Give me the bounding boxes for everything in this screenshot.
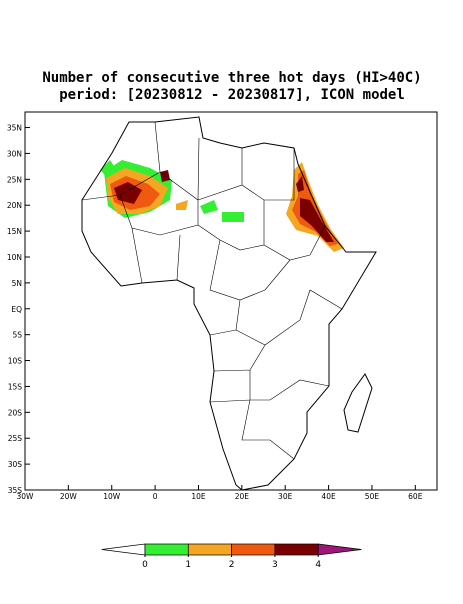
y-tick-label: 20S (8, 408, 23, 417)
madagascar (343, 373, 373, 433)
colorbar-label: 4 (315, 560, 321, 570)
y-tick-label: 35S (8, 486, 23, 495)
y-tick-label: 10N (7, 253, 22, 262)
y-tick-label: 30S (8, 460, 23, 469)
colorbar-label: 0 (142, 560, 148, 570)
colorbar-segment (187, 543, 232, 556)
x-tick-label: 20E (235, 492, 250, 501)
x-tick-label: 30E (278, 492, 293, 501)
y-tick-label: EQ (11, 305, 22, 314)
x-tick-label: 10W (103, 492, 121, 501)
hot-areas (100, 160, 344, 252)
x-tick-label: 10E (191, 492, 206, 501)
y-tick-label: 25N (7, 175, 22, 184)
colorbar-label: 2 (229, 560, 235, 570)
y-tick-label: 5S (12, 331, 22, 340)
y-tick-label: 35N (7, 124, 22, 133)
colorbar-label: 1 (185, 560, 191, 570)
coastline (81, 116, 377, 490)
x-tick-label: 30W (17, 492, 35, 501)
title-line: period: [20230812 - 20230817], ICON mode… (59, 87, 405, 103)
title-line: Number of consecutive three hot days (HI… (42, 70, 421, 86)
map-area (81, 116, 377, 490)
y-tick-label: 15S (8, 382, 23, 391)
colorbar-segment (231, 543, 276, 556)
colorbar-end (101, 543, 146, 556)
x-tick-label: 20W (60, 492, 78, 501)
x-tick-label: 0 (153, 492, 158, 501)
colorbar-segment (274, 543, 319, 556)
y-tick-label: 25S (8, 434, 23, 443)
map-frame (24, 111, 438, 491)
colorbar-end (317, 543, 362, 556)
y-tick-label: 10S (8, 357, 23, 366)
y-tick-label: 30N (7, 149, 22, 158)
y-tick-label: 20N (7, 201, 22, 210)
colorbar-label: 3 (272, 560, 278, 570)
x-tick-label: 40E (321, 492, 336, 501)
borders (81, 121, 343, 460)
y-tick-label: 15N (7, 227, 22, 236)
x-tick-label: 50E (365, 492, 380, 501)
y-tick-label: 5N (12, 279, 22, 288)
x-tick-label: 60E (408, 492, 423, 501)
colorbar-segment (144, 543, 189, 556)
